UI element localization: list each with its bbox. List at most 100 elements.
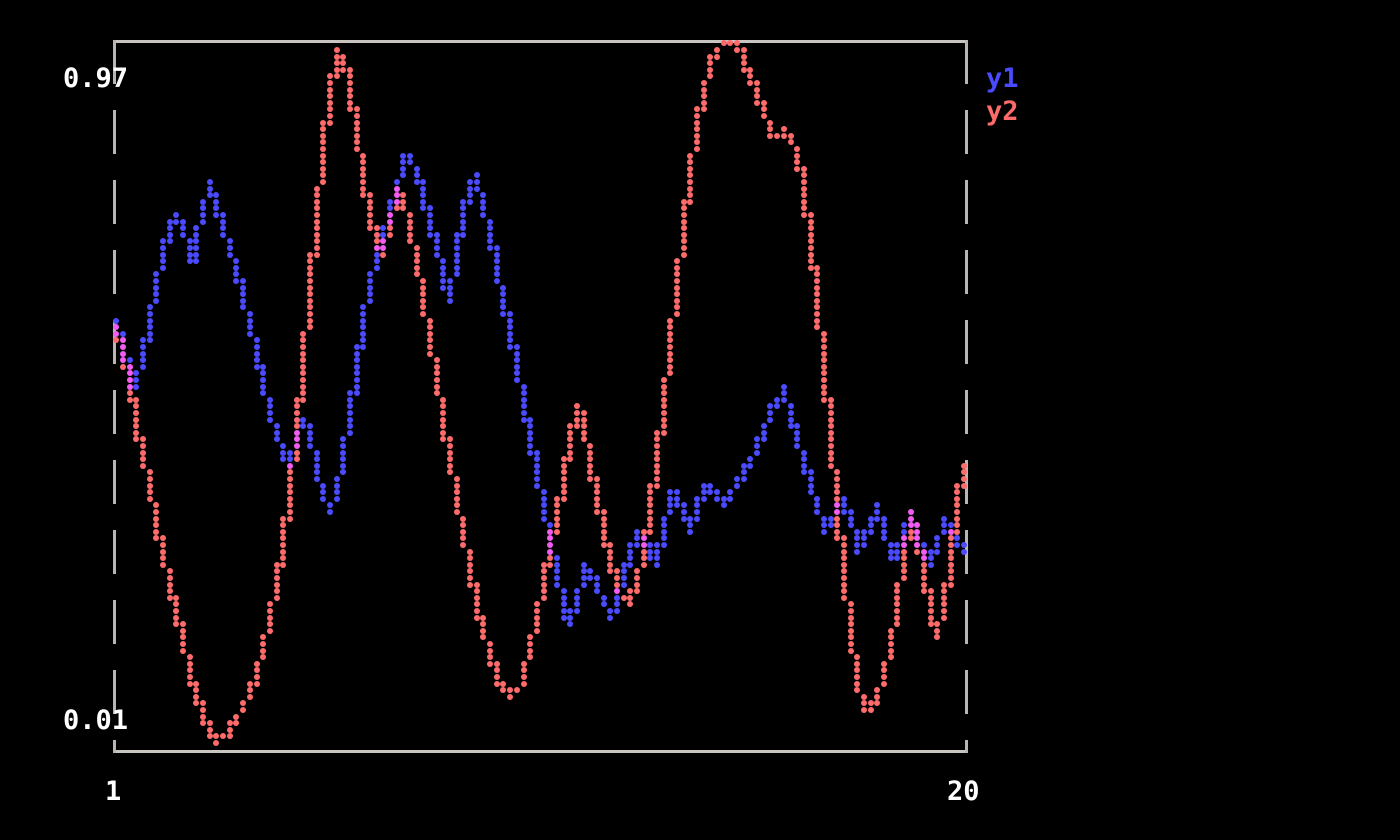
data-point <box>794 145 801 152</box>
data-point <box>273 423 280 430</box>
data-point <box>540 489 547 496</box>
data-point <box>153 271 160 278</box>
data-point <box>193 244 200 251</box>
data-point <box>927 614 934 621</box>
data-point <box>854 687 861 694</box>
data-point <box>820 396 827 403</box>
data-point <box>220 733 227 740</box>
data-point <box>447 436 454 443</box>
legend-entry-y2: y2 <box>986 96 1019 127</box>
data-point <box>547 548 554 555</box>
data-point <box>293 456 300 463</box>
data-point <box>380 225 387 232</box>
data-point <box>360 178 367 185</box>
data-point <box>306 304 313 311</box>
data-point <box>820 330 827 337</box>
data-point <box>613 607 620 614</box>
data-point <box>834 502 841 509</box>
data-point <box>674 304 681 311</box>
data-point <box>907 515 914 522</box>
data-point <box>527 654 534 661</box>
data-point <box>407 159 414 166</box>
data-point <box>487 244 494 251</box>
data-point <box>146 469 153 476</box>
data-point <box>306 436 313 443</box>
data-point <box>306 442 313 449</box>
data-point <box>260 363 267 370</box>
data-point <box>573 403 580 410</box>
data-point <box>340 442 347 449</box>
data-point <box>814 291 821 298</box>
data-point <box>680 238 687 245</box>
data-point <box>807 475 814 482</box>
data-point <box>921 568 927 575</box>
data-point <box>420 185 427 192</box>
data-point <box>427 231 434 238</box>
data-point <box>694 145 701 152</box>
data-point <box>874 700 881 707</box>
data-point <box>366 277 373 284</box>
data-point <box>900 574 907 581</box>
data-point <box>113 330 120 337</box>
data-point <box>353 370 360 377</box>
data-point <box>707 66 714 73</box>
data-point <box>140 363 147 370</box>
data-point <box>273 429 280 436</box>
data-point <box>694 106 701 113</box>
data-point <box>480 211 487 218</box>
data-point <box>300 423 307 430</box>
data-point <box>567 449 574 456</box>
data-point <box>206 720 213 727</box>
data-point <box>286 469 293 476</box>
data-point <box>941 581 948 588</box>
data-point <box>694 126 701 133</box>
data-point <box>854 660 861 667</box>
data-point <box>567 607 574 614</box>
data-point <box>573 594 580 601</box>
data-point <box>934 535 941 542</box>
data-point <box>473 588 480 595</box>
data-point <box>533 627 540 634</box>
data-point <box>453 238 460 245</box>
data-point <box>260 640 267 647</box>
data-point <box>767 126 774 133</box>
data-point <box>420 192 427 199</box>
data-point <box>894 588 901 595</box>
data-point <box>754 93 761 100</box>
data-point <box>353 350 360 357</box>
data-point <box>240 700 247 707</box>
data-point <box>680 205 687 212</box>
data-point <box>133 376 140 383</box>
data-point <box>200 205 207 212</box>
data-point <box>613 601 620 608</box>
data-point <box>520 403 527 410</box>
data-point <box>380 244 387 251</box>
data-point <box>680 198 687 205</box>
data-point <box>847 614 854 621</box>
data-point <box>894 607 901 614</box>
data-point <box>286 482 293 489</box>
data-point <box>694 112 701 119</box>
data-point <box>900 561 907 568</box>
data-point <box>120 330 126 337</box>
data-point <box>453 231 460 238</box>
data-point <box>600 508 607 515</box>
data-point <box>353 139 360 146</box>
data-point <box>453 244 460 251</box>
data-point <box>140 436 147 443</box>
data-point <box>233 258 240 265</box>
data-point <box>807 482 814 489</box>
data-point <box>787 132 794 139</box>
data-point <box>306 271 313 278</box>
data-point <box>467 574 474 581</box>
data-point <box>593 574 600 581</box>
data-point <box>453 475 460 482</box>
data-point <box>900 568 907 575</box>
data-point <box>360 324 367 331</box>
data-point <box>553 555 560 562</box>
data-point <box>547 522 554 529</box>
data-point <box>467 561 474 568</box>
data-point <box>160 238 167 245</box>
data-point <box>166 574 173 581</box>
data-point <box>553 522 560 529</box>
